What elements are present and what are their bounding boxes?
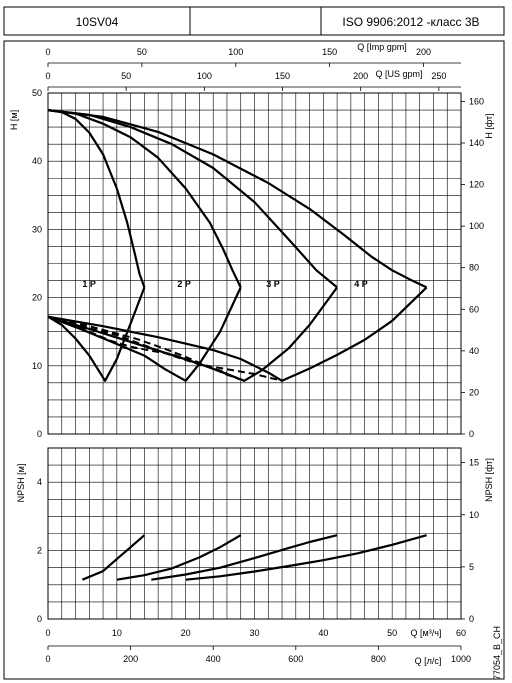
- dashed-curve-2: [47, 315, 228, 374]
- curve-label: 2 P: [177, 279, 191, 289]
- npsh-y2-tick: 0: [469, 614, 474, 624]
- bottom-axis-m3h-tick: 30: [249, 628, 259, 638]
- head-y-tick: 10: [32, 361, 42, 371]
- bottom-axis-m3h-label: Q [м³/ч]: [411, 628, 442, 638]
- head-curve-3p: [47, 109, 338, 289]
- head-y-tick: 30: [32, 224, 42, 234]
- npsh-y-tick: 2: [37, 546, 42, 556]
- npsh-y2-label: NPSH [фт]: [484, 458, 494, 502]
- curve-label: 1 P: [82, 279, 96, 289]
- top-axis-tick: 50: [121, 71, 131, 81]
- npsh-curves: [81, 534, 427, 581]
- npsh-y2-tick: 5: [469, 562, 474, 572]
- dashed-curve-3: [47, 315, 283, 382]
- top-axis-tick: 200: [416, 47, 431, 57]
- bottom-axis-ls-tick: 1000: [451, 654, 471, 664]
- head-curve-2p: [47, 109, 242, 288]
- chart-frame: [3, 40, 505, 680]
- npsh-plot-frame: [47, 447, 462, 620]
- head-y-label: H [м]: [9, 110, 19, 130]
- efficiency-curve-4: [47, 286, 428, 382]
- head-y-tick: 50: [32, 88, 42, 98]
- npsh-curve-1: [81, 534, 146, 581]
- head-grid: [47, 92, 462, 435]
- bottom-axis-m3h-tick: 20: [181, 628, 191, 638]
- bottom-axis-m3h-tick: 60: [456, 628, 466, 638]
- top-axis-tick: 0: [45, 71, 50, 81]
- head-y2-tick: 0: [469, 429, 474, 439]
- top-axis-tick: 0: [45, 47, 50, 57]
- head-y2-tick: 60: [469, 304, 479, 314]
- npsh-y2-tick: 15: [469, 458, 479, 468]
- npsh-grid: [47, 447, 462, 620]
- bottom-axis-ls-tick: 400: [206, 654, 221, 664]
- curve-label: 4 P: [354, 279, 368, 289]
- top-axis-us-label: Q [US gpm]: [375, 69, 422, 79]
- bottom-axis-m3h-tick: 0: [45, 628, 50, 638]
- bottom-axis-ls-label: Q [л/с]: [415, 656, 442, 666]
- top-axis-tick: 150: [322, 47, 337, 57]
- head-y-tick: 0: [37, 429, 42, 439]
- top-axis-tick: 50: [137, 47, 147, 57]
- head-y2-tick: 100: [469, 221, 484, 231]
- top-axis-tick: 100: [197, 71, 212, 81]
- head-curve-1p: [47, 109, 146, 288]
- head-y2-tick: 160: [469, 96, 484, 106]
- head-curve-4p: [47, 109, 428, 289]
- npsh-y-label: NPSH [м]: [16, 464, 26, 503]
- bottom-axis-m3h-tick: 10: [112, 628, 122, 638]
- head-y2-tick: 140: [469, 138, 484, 148]
- head-curves: 1 P 2 P 3 P 4 P: [47, 109, 428, 382]
- curve-label: 3 P: [266, 279, 280, 289]
- npsh-y-tick: 0: [37, 614, 42, 624]
- bottom-axis-ls-tick: 200: [123, 654, 138, 664]
- head-y2-tick: 80: [469, 263, 479, 273]
- standard-label: ISO 9906:2012 -класс 3B: [342, 15, 479, 29]
- bottom-axis-ls-tick: 0: [45, 654, 50, 664]
- head-y2-tick: 120: [469, 180, 484, 190]
- header-table: 10SV04 ISO 9906:2012 -класс 3B: [3, 6, 505, 36]
- npsh-curve-2: [116, 534, 242, 581]
- npsh-curve-3: [151, 534, 338, 581]
- head-plot-frame: [47, 92, 462, 435]
- bottom-axis-ls-tick: 800: [371, 654, 386, 664]
- bottom-axis-m3h-tick: 40: [318, 628, 328, 638]
- model-label: 10SV04: [76, 15, 119, 29]
- npsh-y-tick: 4: [37, 477, 42, 487]
- npsh-y2-tick: 10: [469, 510, 479, 520]
- efficiency-curve-1: [47, 287, 146, 382]
- bottom-axis-ls-tick: 600: [288, 654, 303, 664]
- top-axis-tick: 200: [353, 71, 368, 81]
- top-axis-tick: 250: [431, 71, 446, 81]
- top-axis-imp-label: Q [Imp gpm]: [357, 42, 407, 52]
- head-y-tick: 20: [32, 293, 42, 303]
- head-y-tick: 40: [32, 156, 42, 166]
- npsh-curve-4: [185, 534, 427, 581]
- top-axis-tick: 150: [275, 71, 290, 81]
- head-y2-tick: 20: [469, 387, 479, 397]
- head-y2-tick: 40: [469, 346, 479, 356]
- top-axis-tick: 100: [228, 47, 243, 57]
- footer-code: 77054_B_CH: [492, 626, 502, 680]
- bottom-axis-m3h-tick: 50: [387, 628, 397, 638]
- head-y2-label: H [фт]: [484, 113, 494, 138]
